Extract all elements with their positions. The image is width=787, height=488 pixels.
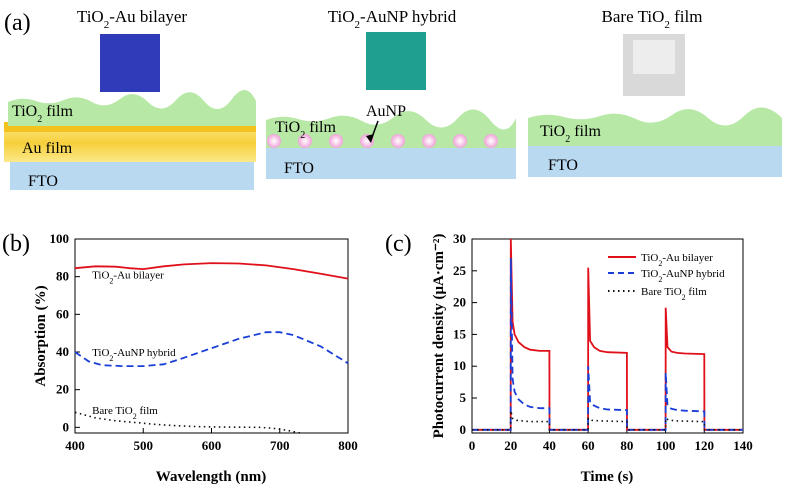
y-tick-label: 20 [56,382,69,397]
au-film-bumps [4,122,256,132]
sample-bare: Bare TiO2 film TiO2 film FTO [528,7,782,177]
chart-b-ticks: 400 500 600 700 800 0 20 40 60 80 100 [50,231,358,453]
x-tick-label: 800 [338,438,358,453]
chart-b-annotation-2: Bare TiO2 film [92,405,158,421]
series-line-1 [472,258,743,431]
layer-label-fto: FTO [548,157,578,174]
chart-b-frame [74,238,349,434]
y-tick-label: 0 [460,422,467,437]
chart-b-series [74,262,349,434]
fto-layer [528,145,782,177]
au-nanoparticle [422,134,436,148]
y-tick-label: 20 [453,295,466,310]
panel-b-label: (b) [2,231,30,257]
aunp-arrow-head [366,134,374,143]
x-tick-label: 700 [270,438,290,453]
series-line-1 [74,331,349,367]
au-nanoparticle [484,134,498,148]
legend-label-bilayer: TiO2-Au bilayer [641,252,713,268]
x-tick-label: 500 [134,438,154,453]
panel-b: (b) 400 500 600 700 800 0 20 40 60 80 100 TiO2-Au … [2,231,358,485]
x-tick-label: 80 [620,438,633,453]
series-line-2 [472,410,743,431]
au-nanoparticle [329,134,343,148]
panel-a-label: (a) [4,10,31,36]
fto-layer [10,158,254,190]
sample-bare-swatch-highlight [633,40,675,74]
panel-a: (a) TiO2-Au bilayer TiO2 film Au film FT… [4,7,782,190]
chart-c-frame [471,238,744,434]
au-nanoparticle [267,134,281,148]
layer-label-au: Au film [22,140,73,157]
layer-label-tio2: TiO2 film [275,119,336,141]
sample-hybrid-swatch [366,32,426,90]
y-tick-label: 0 [63,419,70,434]
au-nanoparticle [391,134,405,148]
y-tick-label: 5 [460,390,467,405]
sample-hybrid: TiO2-AuNP hybrid TiO2 film AuNP FTO [266,7,516,179]
chart-c-xlabel: Time (s) [581,469,634,485]
legend-label-hybrid: TiO2-AuNP hybrid [641,268,725,284]
legend-label-bare: Bare TiO2 film [641,286,707,302]
y-tick-label: 40 [56,344,69,359]
x-tick-label: 140 [733,438,753,453]
tio2-film-layer [528,107,782,146]
tio2-film-layer [8,89,256,126]
x-tick-label: 40 [543,438,556,453]
chart-b-ylabel: Absorption (%) [33,285,49,386]
sample-bare-title: Bare TiO2 film [602,7,703,31]
au-nanoparticle [453,134,467,148]
x-tick-label: 0 [469,438,476,453]
sample-bilayer-swatch [100,34,160,92]
y-tick-label: 60 [56,306,69,321]
y-tick-label: 80 [56,269,69,284]
chart-c-ticks: 0 20 40 60 80 100 120 140 0 5 10 15 20 25 30 [453,231,753,453]
au-nanoparticle [298,134,312,148]
layer-label-fto: FTO [284,160,314,177]
sample-bilayer: TiO2-Au bilayer TiO2 film Au film FTO [4,7,256,190]
x-tick-label: 20 [504,438,517,453]
series-line-0 [74,262,349,280]
chart-b-annotation-0: TiO2-Au bilayer [92,270,164,286]
panel-c: (c) 0 20 40 60 80 100 120 140 0 5 10 15 20 25 30 TiO2-… [385,231,753,485]
layer-label-fto: FTO [28,173,58,190]
tio2-film-layer [266,109,516,148]
y-tick-label: 30 [453,231,466,246]
x-tick-label: 400 [65,438,85,453]
x-tick-label: 100 [656,438,676,453]
chart-c-legend: TiO2-Au bilayer TiO2-AuNP hybrid Bare Ti… [608,252,725,302]
y-tick-label: 10 [453,358,466,373]
layer-label-tio2: TiO2 film [540,123,601,145]
chart-b-xlabel: Wavelength (nm) [156,469,266,485]
y-tick-label: 25 [453,263,467,278]
y-tick-label: 100 [50,231,70,246]
sample-hybrid-title: TiO2-AuNP hybrid [328,7,457,31]
sample-bilayer-title: TiO2-Au bilayer [77,7,188,31]
x-tick-label: 600 [202,438,222,453]
x-tick-label: 60 [582,438,595,453]
x-tick-label: 120 [695,438,715,453]
y-tick-label: 15 [453,326,467,341]
chart-c-series [472,238,743,431]
fto-layer [266,147,516,179]
panel-c-label: (c) [385,231,412,257]
series-line-0 [472,238,743,431]
chart-c-ylabel: Photocurrent density (μA·cm⁻²) [431,234,447,439]
aunp-label: AuNP [366,103,406,120]
chart-b-annotations: TiO2-Au bilayer TiO2-AuNP hybrid Bare TiO2… [92,270,176,421]
chart-b-annotation-1: TiO2-AuNP hybrid [92,347,176,363]
layer-label-tio2: TiO2 film [12,103,73,125]
